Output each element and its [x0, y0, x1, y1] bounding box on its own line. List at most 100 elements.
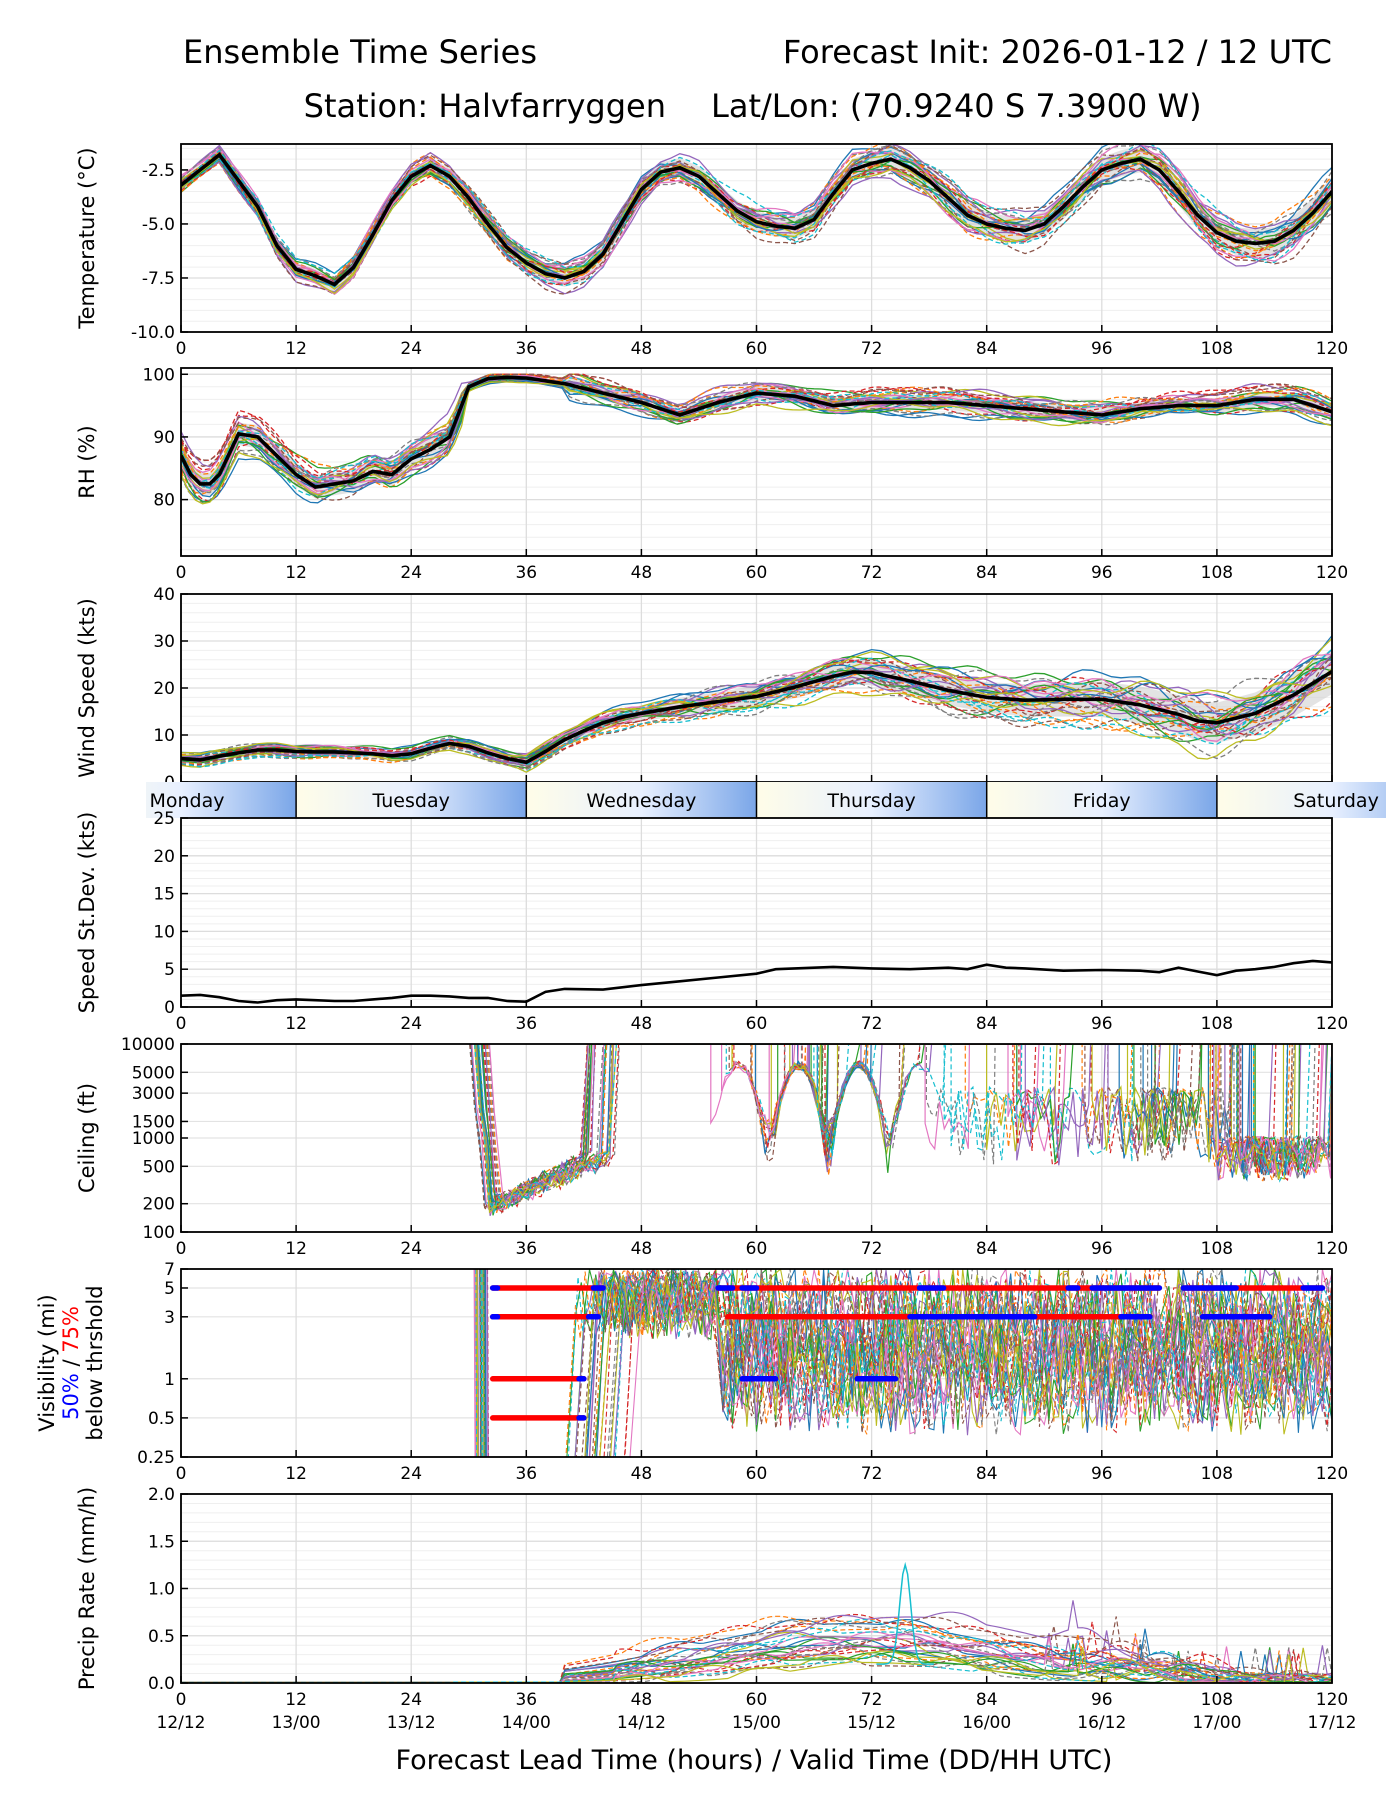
x-tick-label: 108 [1201, 1690, 1233, 1710]
y-tick-label: 20 [153, 847, 175, 867]
ensemble-member-line [181, 148, 1332, 281]
x-tick-label: 48 [631, 1014, 653, 1034]
y-tick-label: -10.0 [131, 323, 175, 343]
ensemble-member-line [486, 1269, 1332, 1457]
x-tick-label: 36 [515, 563, 537, 583]
x-tick-label: 96 [1091, 1014, 1113, 1034]
y-tick-label: 1.0 [148, 1580, 175, 1600]
day-label: Saturday [1293, 790, 1379, 812]
y-tick-label: 40 [153, 585, 175, 605]
x-tick-label: 12 [285, 1690, 307, 1710]
y-axis-label: RH (%) [75, 425, 99, 498]
ensemble-member-line [481, 1269, 1332, 1457]
x-tick-label: 84 [976, 563, 998, 583]
ensemble-member-line [479, 1269, 1332, 1457]
valid-time-label: 14/00 [502, 1713, 551, 1733]
y-tick-label: 2.0 [148, 1485, 175, 1505]
ensemble-member-line [181, 1625, 1333, 1684]
x-tick-label: 0 [176, 339, 187, 359]
band-mask [1386, 782, 1400, 818]
ensemble-member-line [181, 1640, 1333, 1684]
ensemble-member-line [181, 377, 1332, 495]
x-tick-label: 96 [1091, 563, 1113, 583]
temperature-plot-area [181, 144, 1332, 295]
station-latlon: Lat/Lon: (70.9240 S 7.3900 W) [711, 87, 1202, 125]
forecast-init: Forecast Init: 2026-01-12 / 12 UTC [783, 33, 1332, 71]
x-tick-label: 48 [631, 563, 653, 583]
y-tick-label: 0 [164, 998, 175, 1018]
ensemble-member-line [485, 1044, 1295, 1211]
x-tick-label: 48 [631, 1239, 653, 1259]
ensemble-member-line [181, 147, 1332, 282]
y-tick-label: 10000 [121, 1035, 175, 1055]
x-tick-label: 12 [285, 563, 307, 583]
y-tick-label: 0.0 [148, 1674, 175, 1694]
x-tick-label: 120 [1316, 563, 1348, 583]
spread-band [181, 649, 1332, 768]
ensemble-member-line [181, 376, 1332, 484]
y-tick-label: 15 [153, 885, 175, 905]
x-tick-label: 120 [1316, 1464, 1348, 1484]
ceiling-plot-area [469, 1044, 1332, 1216]
x-tick-label: 12 [285, 1239, 307, 1259]
ensemble-member-line [181, 375, 1332, 501]
ensemble-member-line [181, 1615, 1332, 1684]
y-tick-label: 10 [153, 726, 175, 746]
x-tick-label: 60 [746, 1014, 768, 1034]
band-mask [0, 782, 146, 818]
wind-panel: 010203040Wind Speed (kts)MondayTuesdayWe… [0, 585, 1400, 818]
y-axis-label: Wind Speed (kts) [75, 598, 99, 778]
y-tick-label: 80 [153, 491, 175, 511]
y-axis-label: Ceiling (ft) [75, 1083, 99, 1193]
valid-time-label: 17/00 [1192, 1713, 1241, 1733]
x-tick-label: 60 [746, 1239, 768, 1259]
y-tick-label: 20 [153, 679, 175, 699]
y-tick-label: -7.5 [142, 269, 175, 289]
rh-plot-area [181, 373, 1332, 505]
y-tick-label: 30 [153, 632, 175, 652]
x-tick-label: 72 [861, 1239, 883, 1259]
ensemble-member-line [181, 680, 1332, 768]
y-axis-label: Temperature (°C) [75, 147, 99, 329]
x-tick-label: 24 [400, 339, 422, 359]
y-tick-label: -5.0 [142, 215, 175, 235]
x-tick-label: 60 [746, 1690, 768, 1710]
day-label: Monday [149, 790, 224, 812]
x-tick-label: 36 [515, 1690, 537, 1710]
valid-time-label: 15/12 [847, 1713, 896, 1733]
valid-time-label: 16/00 [962, 1713, 1011, 1733]
y-tick-label: 200 [143, 1195, 175, 1215]
y-axis-label: Speed St.Dev. (kts) [75, 812, 99, 1014]
x-tick-label: 84 [976, 1464, 998, 1484]
y-tick-label: 90 [153, 428, 175, 448]
y-tick-label: 1 [164, 1370, 175, 1390]
day-band-segment [1216, 782, 1400, 818]
ensemble-member-line [469, 1044, 1332, 1212]
y-tick-label: 0.5 [148, 1409, 175, 1429]
visibility-plot-area [473, 1269, 1332, 1457]
precip-panel: 0.0 0.5 1.0 1.5 2.0 0 12/12 12 13/00 24 13/12 36 14/… [75, 1485, 1357, 1733]
ensemble-member-line [474, 1044, 1285, 1210]
ensemble-member-line [181, 1616, 1333, 1684]
y-tick-label: -2.5 [142, 161, 175, 181]
x-tick-label: 96 [1091, 1690, 1113, 1710]
y-tick-label: 0.25 [137, 1448, 175, 1468]
x-tick-label: 72 [861, 563, 883, 583]
ensemble-mean-line [181, 152, 1332, 287]
x-tick-label: 72 [861, 1690, 883, 1710]
y-tick-label: 1000 [132, 1129, 175, 1149]
x-tick-label: 24 [400, 1464, 422, 1484]
ensemble-mean-line [181, 375, 1332, 489]
x-tick-label: 108 [1201, 563, 1233, 583]
day-label: Thursday [826, 790, 915, 812]
ensemble-mean-line [181, 669, 1332, 765]
ensemble-member-line [181, 1654, 1332, 1684]
ensemble-member-line [181, 1630, 1332, 1684]
ensemble-member-line [486, 1044, 1332, 1215]
x-tick-label: 84 [976, 1239, 998, 1259]
day-label: Friday [1073, 790, 1131, 812]
x-tick-label: 84 [976, 1690, 998, 1710]
x-tick-label: 36 [515, 1464, 537, 1484]
